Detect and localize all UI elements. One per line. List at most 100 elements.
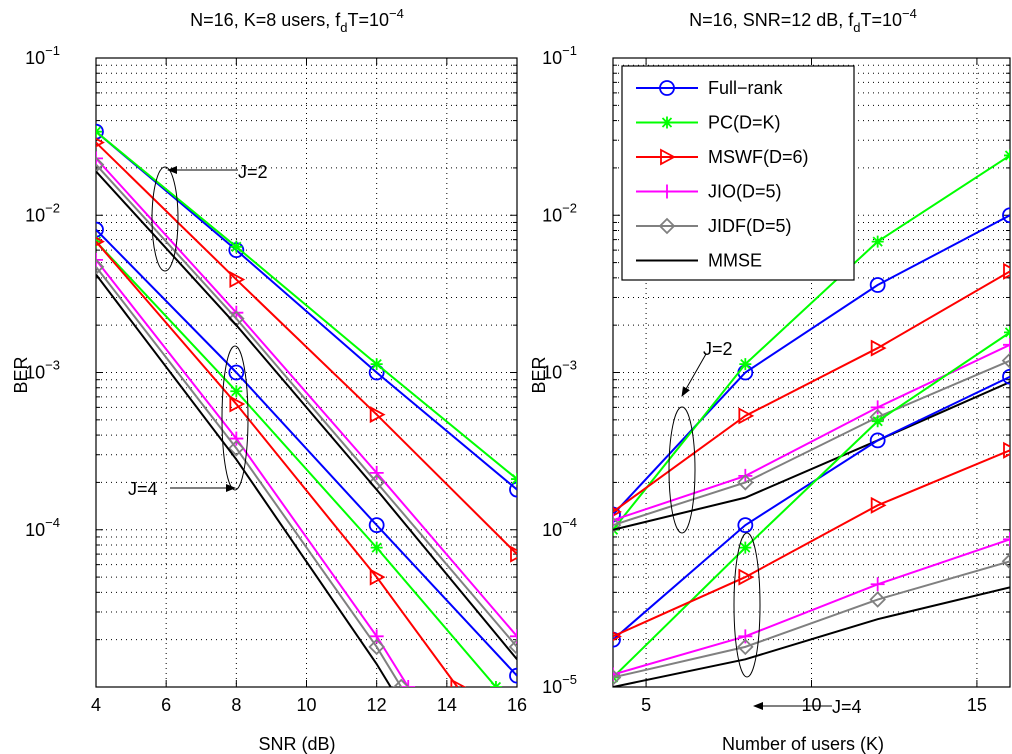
right-data-point xyxy=(870,400,885,415)
left-series-line xyxy=(96,130,517,480)
left-chart-panel: N=16, K=8 users, fdT=10−4 SNR (dB) BER 4… xyxy=(11,6,527,754)
right-data-point xyxy=(737,474,754,491)
right-y-tick-label: 10−2 xyxy=(542,200,577,225)
right-y-tick-label: 10−3 xyxy=(542,358,577,383)
legend-marker xyxy=(661,116,673,129)
right-series-line xyxy=(613,449,1010,638)
legend-label: PC(D=K) xyxy=(708,113,781,133)
legend-marker xyxy=(660,184,674,199)
left-y-tick-label: 10−1 xyxy=(25,43,60,68)
left-data-point xyxy=(510,629,517,644)
left-data-point xyxy=(96,137,105,148)
left-series-line xyxy=(96,130,517,491)
right-data-point xyxy=(1004,149,1010,162)
right-data-point xyxy=(1002,368,1010,385)
left-data-point xyxy=(509,667,517,684)
legend-label: MSWF(D=6) xyxy=(708,147,809,167)
right-y-tick-label: 10−4 xyxy=(542,515,577,540)
left-data-point xyxy=(96,252,103,267)
right-data-point xyxy=(1003,532,1010,547)
right-data-point xyxy=(738,629,753,644)
right-data-point xyxy=(613,631,622,642)
right-data-point xyxy=(869,591,886,608)
right-data-point xyxy=(613,506,621,523)
right-data-point xyxy=(613,669,622,686)
left-series-line xyxy=(96,163,517,648)
right-data-point xyxy=(871,415,884,428)
left-series-line xyxy=(96,240,459,687)
right-series-line xyxy=(613,538,1010,676)
right-x-tick-label: 5 xyxy=(641,695,651,715)
left-data-point xyxy=(228,364,245,381)
left-data-point xyxy=(228,439,245,457)
right-data-point xyxy=(738,407,755,425)
left-y-tick-label: 10−4 xyxy=(25,515,60,540)
left-series-line xyxy=(96,240,497,687)
annotation-arrow xyxy=(681,353,707,397)
right-chart-panel: N=16, SNR=12 dB, fdT=10−4 Number of user… xyxy=(529,6,1011,754)
right-series-line xyxy=(613,359,1010,527)
annotation-label: J=2 xyxy=(703,339,733,359)
right-data-point xyxy=(869,277,886,293)
legend-box xyxy=(621,65,855,281)
right-data-point xyxy=(1001,553,1010,570)
left-data-point xyxy=(369,406,386,424)
left-data-point xyxy=(489,681,502,687)
right-data-point xyxy=(739,541,752,554)
legend: Full−rank PC(D=K) MSWF(D=6) JIO(D=5) JIDF(D=… xyxy=(621,65,855,281)
left-data-point xyxy=(96,221,104,238)
left-data-point xyxy=(230,240,243,253)
left-x-axis-label: SNR (dB) xyxy=(258,734,335,754)
left-data-point xyxy=(508,638,517,656)
legend-label: Full−rank xyxy=(708,78,784,98)
right-series-line xyxy=(613,560,1010,679)
left-data-point xyxy=(229,271,246,289)
right-series-line xyxy=(613,381,1010,531)
right-data-point xyxy=(613,631,621,648)
left-data-point xyxy=(450,678,467,687)
left-data-point xyxy=(368,517,385,534)
right-y-axis-label: BER xyxy=(529,356,549,393)
right-data-point xyxy=(870,496,887,514)
left-data-point xyxy=(229,431,244,446)
left-data-point xyxy=(370,358,383,371)
left-x-tick-label: 10 xyxy=(296,695,316,715)
right-data-point xyxy=(1003,262,1010,280)
group-ellipse xyxy=(733,532,761,678)
left-series-line xyxy=(96,141,517,555)
left-data-point xyxy=(96,125,102,138)
group-ellipse xyxy=(668,406,696,534)
annotation-label: J=2 xyxy=(238,162,268,182)
right-data-point xyxy=(869,432,886,449)
right-data-point xyxy=(737,517,754,534)
right-series-line xyxy=(613,586,1010,687)
left-data-point xyxy=(96,151,103,166)
left-x-tick-label: 14 xyxy=(437,695,457,715)
right-series-line xyxy=(613,154,1010,531)
annotation-label: J=4 xyxy=(128,479,158,499)
left-series-line xyxy=(96,266,403,687)
left-data-point xyxy=(510,545,517,563)
right-series-line xyxy=(613,375,1010,641)
group-ellipse xyxy=(221,345,249,491)
left-data-point xyxy=(392,678,410,687)
left-data-point xyxy=(230,385,243,398)
left-data-point xyxy=(96,156,105,173)
left-x-tick-label: 8 xyxy=(231,695,241,715)
left-series-line xyxy=(96,228,517,677)
right-data-point xyxy=(1001,352,1010,369)
left-grid xyxy=(95,58,518,688)
left-series-line xyxy=(96,259,410,687)
right-y-tick-label: 10−1 xyxy=(542,43,577,68)
left-series-line xyxy=(96,157,517,637)
legend-marker xyxy=(660,148,676,166)
left-x-tick-label: 16 xyxy=(507,695,527,715)
left-data-point xyxy=(96,236,105,247)
left-data-point xyxy=(370,541,383,554)
legend-label: JIDF(D=5) xyxy=(708,216,792,236)
legend-label: JIO(D=5) xyxy=(708,182,782,202)
right-data-point xyxy=(1003,441,1010,459)
legend-marker xyxy=(659,80,675,96)
left-series-line xyxy=(96,170,517,660)
